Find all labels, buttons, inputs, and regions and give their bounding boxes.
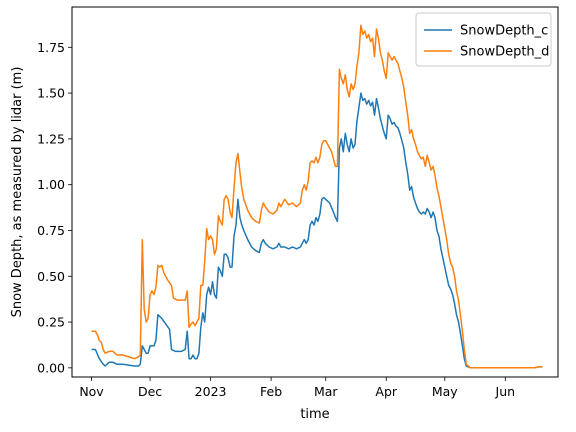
x-tick-label: Jun xyxy=(495,384,516,399)
y-tick-label: 1.75 xyxy=(37,40,65,55)
x-axis: Nov Dec 2023 Feb Mar Apr May Jun xyxy=(79,377,515,399)
y-tick-label: 1.50 xyxy=(37,86,65,101)
plot-area-frame xyxy=(71,6,559,378)
legend-label-snowdepth-c: SnowDepth_c xyxy=(460,24,548,39)
x-tick-label: Feb xyxy=(260,384,282,399)
y-tick-label: 0.50 xyxy=(37,269,65,284)
legend-label-snowdepth-d: SnowDepth_d xyxy=(460,45,549,60)
x-tick-label: Nov xyxy=(79,384,104,399)
y-axis: 0.00 0.25 0.50 0.75 1.00 1.25 1.50 1.75 xyxy=(37,40,72,375)
x-tick-label: Mar xyxy=(314,384,338,399)
y-tick-label: 1.00 xyxy=(37,177,65,192)
y-tick-label: 0.00 xyxy=(37,360,65,375)
x-tick-label: 2023 xyxy=(195,384,227,399)
legend-box xyxy=(415,12,552,67)
series-line-snowdepth-d xyxy=(91,24,543,369)
series-line-snowdepth-c xyxy=(91,92,543,369)
y-tick-label: 0.75 xyxy=(37,223,65,238)
x-tick-label: Dec xyxy=(138,384,162,399)
series-layer xyxy=(91,24,543,369)
x-tick-label: Apr xyxy=(375,384,397,399)
y-axis-label: Snow Depth, as measured by lidar (m) xyxy=(10,67,25,318)
y-tick-label: 1.25 xyxy=(37,131,65,146)
legend: SnowDepth_c SnowDepth_d xyxy=(415,12,552,67)
x-tick-label: May xyxy=(432,384,458,399)
x-axis-label: time xyxy=(300,407,329,422)
y-tick-label: 0.25 xyxy=(37,315,65,330)
